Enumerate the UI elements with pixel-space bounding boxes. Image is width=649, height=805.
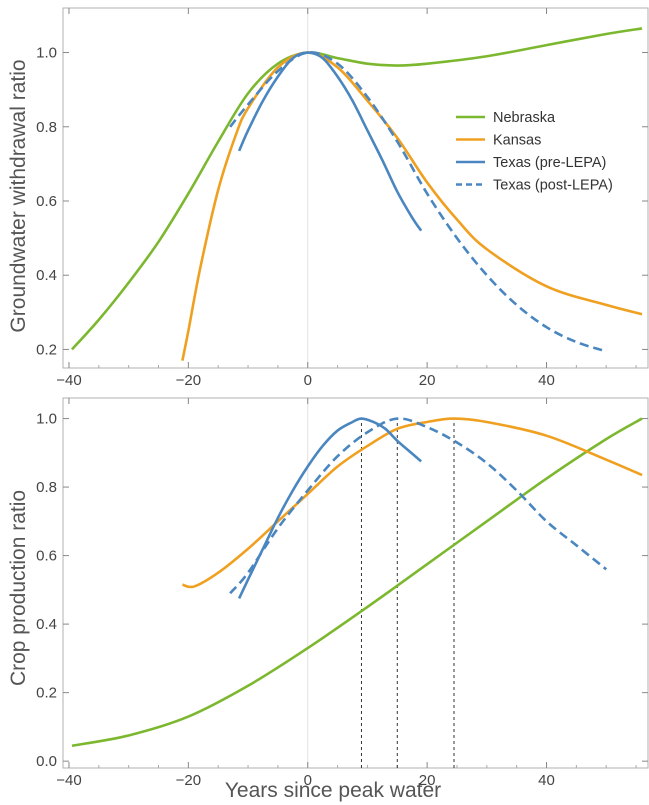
x-tick-label: −20	[176, 772, 201, 789]
y-tick-label: 1.0	[36, 411, 57, 428]
x-tick-label: −40	[56, 372, 81, 389]
legend-label-texas-pre-lepa: Texas (pre-LEPA)	[493, 155, 606, 171]
legend-label-kansas: Kansas	[493, 133, 541, 149]
series-line-texas-post-lepa	[229, 51, 607, 353]
top-y-axis-title: Groundwater withdrawal ratio	[7, 59, 30, 332]
x-tick-label: 20	[419, 372, 436, 389]
x-tick-label: 20	[419, 772, 436, 789]
x-tick-label: −20	[176, 372, 201, 389]
y-tick-label: 0.2	[36, 341, 57, 358]
y-tick-label: 0.6	[36, 548, 57, 565]
series-line-kansas	[182, 417, 643, 589]
series-line-nebraska	[71, 417, 643, 748]
legend-label-nebraska: Nebraska	[493, 110, 556, 126]
y-tick-label: 0.0	[36, 753, 57, 770]
bottom-y-axis-title: Crop production ratio	[7, 490, 30, 686]
series-line-texas-pre-lepa	[237, 417, 423, 599]
x-tick-label: 40	[538, 772, 555, 789]
y-tick-label: 1.0	[36, 45, 57, 62]
y-tick-label: 0.8	[36, 479, 57, 496]
y-tick-label: 0.4	[36, 616, 57, 633]
plot-frame	[62, 397, 649, 769]
legend-label-texas-post-lepa: Texas (post-LEPA)	[493, 178, 613, 194]
y-tick-label: 0.6	[36, 193, 57, 210]
x-tick-label: 40	[538, 372, 555, 389]
legend: Nebraska Kansas Texas (pre-LEPA) Texas (pos…	[456, 110, 613, 194]
plot-frame	[62, 7, 649, 369]
x-tick-label: 0	[304, 772, 312, 789]
x-tick-label: 0	[304, 372, 312, 389]
y-tick-label: 0.8	[36, 119, 57, 136]
series-line-texas-pre-lepa	[237, 51, 423, 232]
series-line-texas-post-lepa	[229, 417, 608, 595]
x-axis-title: Years since peak water	[225, 779, 441, 802]
bottom-panel-crop-production: Crop production ratio Years since peak w…	[7, 397, 649, 802]
y-tick-label: 0.2	[36, 685, 57, 702]
x-tick-label: −40	[56, 772, 81, 789]
series-line-kansas	[181, 51, 643, 361]
top-panel-groundwater: Groundwater withdrawal ratio −40 −20 0 20 40…	[7, 7, 649, 389]
y-tick-label: 0.4	[36, 267, 57, 284]
